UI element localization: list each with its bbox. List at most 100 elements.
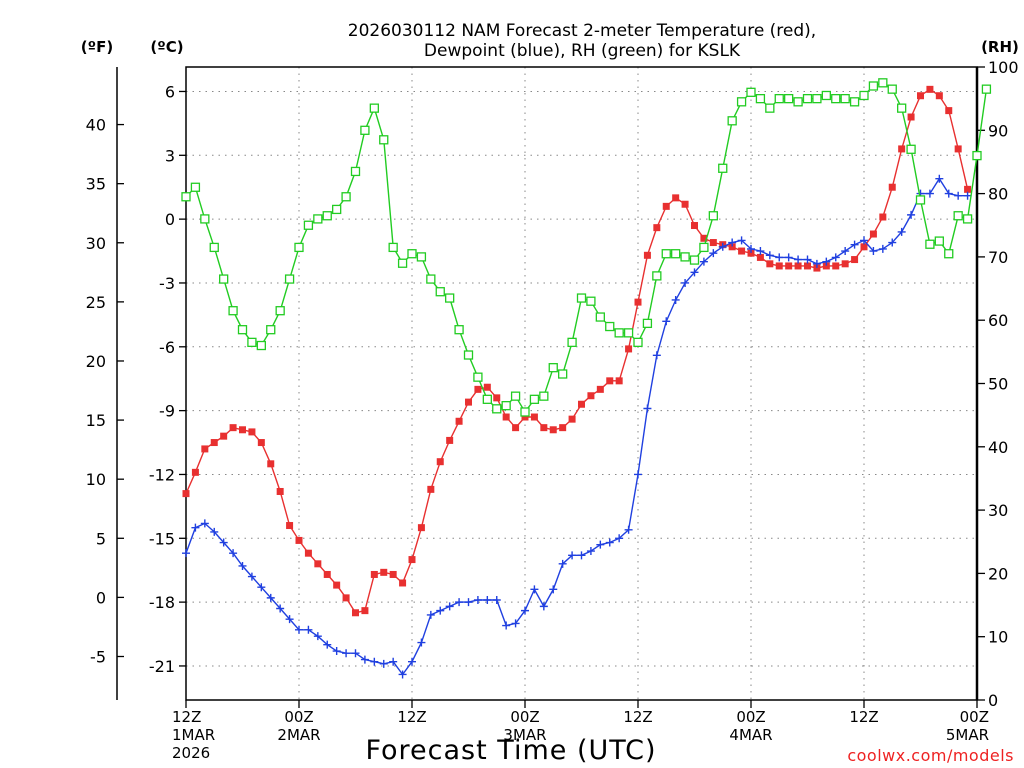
rh-point: [614, 328, 624, 338]
temperature-point: [257, 439, 265, 447]
temperature-point: [785, 262, 793, 270]
dewpoint-point: [295, 625, 303, 634]
dewpoint-point: [558, 559, 567, 568]
rh-point: [859, 90, 869, 101]
chart-title-line1: 2026030112 NAM Forecast 2-meter Temperat…: [348, 21, 816, 41]
dewpoint-series: [182, 174, 972, 679]
dewpoint-point: [247, 572, 256, 581]
temperature-point: [210, 439, 218, 447]
temperature-point: [323, 570, 331, 578]
temperature-point: [333, 581, 341, 589]
temperature-point: [606, 377, 614, 385]
rh-point: [915, 195, 926, 205]
temperature-point: [427, 485, 435, 493]
rh-point: [774, 94, 784, 104]
dewpoint-point: [210, 527, 219, 536]
rh-point: [680, 252, 690, 262]
rh-point: [548, 363, 558, 373]
dewpoint-point: [370, 657, 379, 666]
rh-point: [482, 394, 492, 404]
temperature-point: [512, 424, 520, 432]
dewpoint-point: [662, 317, 671, 326]
rh-point: [445, 293, 455, 303]
rh-point: [219, 274, 229, 284]
temperature-point: [417, 524, 425, 532]
dewpoint-point: [389, 657, 398, 666]
rh-point: [407, 249, 417, 259]
dewpoint-point: [323, 640, 332, 649]
rh-point: [520, 407, 530, 417]
dewpoint-point: [643, 404, 652, 413]
dewpoint-point: [426, 610, 435, 619]
temperature-point: [756, 253, 764, 261]
dewpoint-point: [521, 606, 529, 615]
dewpoint-point: [812, 259, 821, 268]
temperature-point: [653, 224, 661, 232]
rh-tick-label: 10: [988, 628, 1008, 647]
grid-lines: [186, 67, 977, 700]
temperature-point: [229, 424, 237, 432]
rh-point: [558, 369, 568, 379]
temperature-point: [935, 92, 943, 100]
rh-point: [736, 97, 747, 107]
celsius-tick-label: -15: [149, 529, 175, 548]
temperature-point: [926, 85, 934, 93]
dewpoint-point: [963, 191, 972, 200]
temperature-point: [399, 579, 407, 587]
temperature-point: [446, 436, 454, 444]
dewpoint-point: [586, 547, 595, 556]
rh-point: [962, 214, 973, 224]
temperature-point: [295, 536, 303, 544]
dewpoint-point: [342, 649, 351, 658]
rh-point: [463, 350, 474, 360]
temperature-point: [220, 432, 228, 440]
fahrenheit-tick-label: 0: [96, 588, 106, 607]
dewpoint-point: [634, 470, 642, 479]
dewpoint-point: [699, 257, 708, 266]
temperature-point: [587, 392, 595, 400]
rh-point: [718, 163, 728, 173]
temperature-point: [775, 262, 783, 270]
temperature-point: [822, 262, 830, 270]
rh-point: [586, 296, 596, 306]
celsius-tick-label: -21: [149, 657, 175, 676]
dewpoint-point: [624, 525, 633, 534]
dewpoint-line: [185, 177, 968, 676]
rh-point: [661, 249, 671, 259]
rh-tick-label: 30: [988, 501, 1008, 520]
rh-point: [567, 337, 577, 348]
dewpoint-point: [944, 189, 953, 198]
temperature-series: [182, 85, 972, 617]
celsius-tick-label: -9: [159, 402, 175, 421]
temperature-point: [700, 234, 708, 242]
temperature-point: [634, 298, 642, 306]
temperature-point: [530, 413, 538, 421]
temperature-point: [681, 200, 689, 208]
dewpoint-point: [765, 251, 774, 260]
x-tick-label: 00Z: [284, 708, 313, 726]
rh-point: [576, 293, 587, 303]
rh-point: [416, 252, 427, 262]
temperature-point: [954, 145, 962, 153]
chart-title-line2: Dewpoint (blue), RH (green) for KSLK: [424, 41, 741, 61]
fahrenheit-tick-label: 35: [86, 175, 106, 194]
temperature-point: [964, 185, 972, 193]
celsius-axis-label: (ºC): [150, 38, 183, 56]
rh-point: [906, 144, 916, 154]
dewpoint-point: [794, 255, 803, 264]
temperature-point: [813, 264, 821, 272]
dewpoint-point: [775, 253, 784, 262]
rh-point: [746, 87, 756, 97]
dewpoint-point: [596, 540, 605, 549]
rh-point: [492, 404, 502, 414]
temperature-point: [436, 458, 444, 466]
dewpoint-point: [549, 585, 558, 594]
dewpoint-point: [652, 351, 661, 360]
temperature-point: [474, 385, 482, 393]
rh-point: [849, 97, 860, 107]
celsius-tick-label: -18: [149, 593, 175, 612]
rh-point: [831, 94, 841, 104]
temperature-point: [851, 256, 859, 264]
dewpoint-point: [671, 295, 680, 304]
